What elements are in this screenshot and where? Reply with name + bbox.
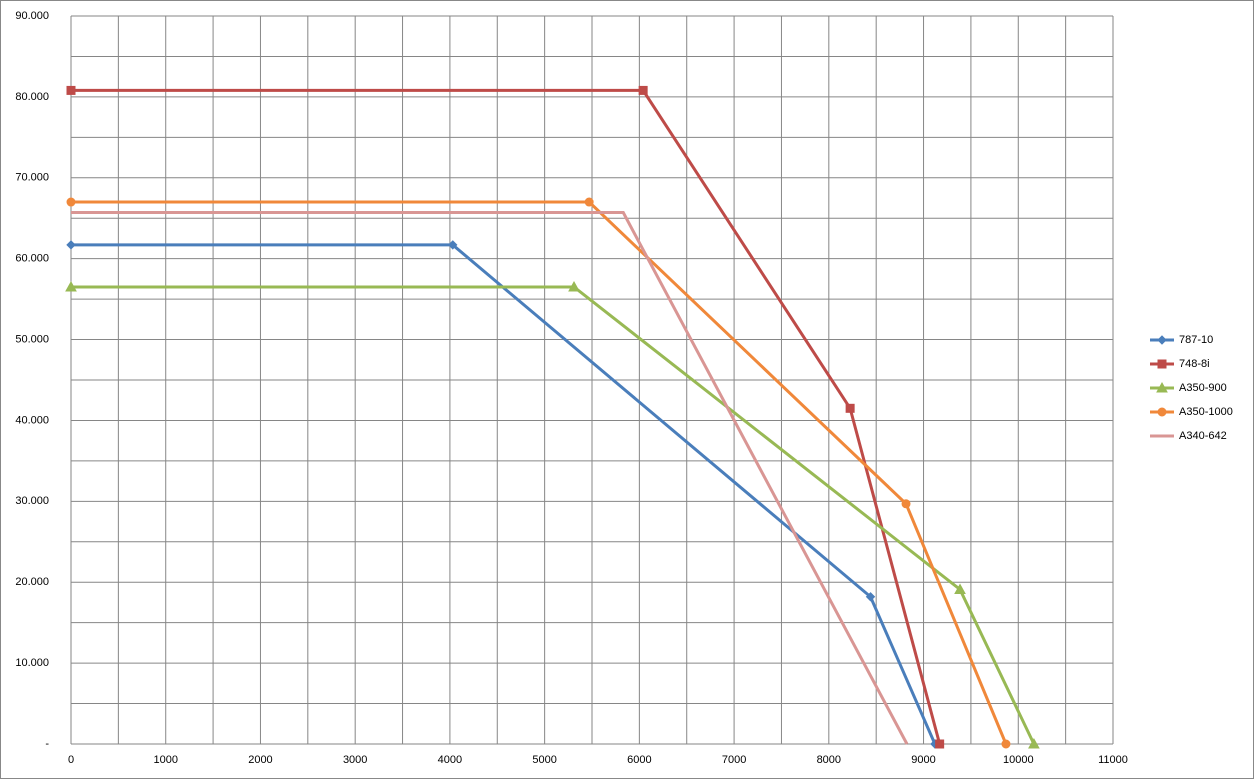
marker (448, 240, 458, 250)
marker (66, 240, 76, 250)
x-tick-label: 3000 (343, 754, 367, 766)
legend-label: A340-642 (1179, 430, 1227, 442)
series-line (71, 200, 1008, 745)
x-tick-label: 11000 (1098, 754, 1128, 766)
y-tick-label: 50.000 (15, 333, 49, 345)
x-tick-label: 5000 (532, 754, 556, 766)
x-tick-label: 1000 (153, 754, 177, 766)
x-tick-label: 0 (68, 754, 74, 766)
x-tick-label: 2000 (248, 754, 272, 766)
marker (65, 280, 77, 292)
legend-label: 787-10 (1179, 334, 1213, 346)
marker (584, 197, 594, 207)
marker (568, 280, 580, 292)
y-tick-label: 90.000 (15, 10, 49, 22)
legend-label: A350-1000 (1179, 406, 1233, 418)
y-tick-label: 30.000 (15, 495, 49, 507)
marker (935, 739, 945, 749)
y-tick-label: 20.000 (15, 576, 49, 588)
marker (1001, 739, 1011, 749)
legend-label: 748-8i (1179, 358, 1210, 370)
marker (66, 197, 76, 207)
marker (865, 592, 876, 602)
marker (1157, 359, 1167, 369)
x-tick-label: 6000 (627, 754, 651, 766)
series-line (71, 88, 942, 745)
marker (1157, 335, 1167, 345)
marker (1156, 381, 1168, 393)
x-tick-label: 7000 (722, 754, 746, 766)
series-line (71, 211, 909, 745)
legend-label: A350-900 (1179, 382, 1227, 394)
marker (638, 85, 648, 95)
y-tick-label: - (45, 738, 49, 750)
marker (845, 403, 855, 413)
marker (66, 85, 76, 95)
y-tick-label: 60.000 (15, 253, 49, 265)
y-tick-label: 80.000 (15, 91, 49, 103)
y-tick-label: 10.000 (15, 657, 49, 669)
y-tick-label: 70.000 (15, 172, 49, 184)
marker (954, 583, 966, 595)
series-line (71, 285, 1036, 745)
marker (901, 499, 911, 509)
x-tick-label: 10000 (1003, 754, 1034, 766)
x-tick-label: 9000 (911, 754, 935, 766)
x-tick-label: 4000 (438, 754, 462, 766)
y-tick-label: 40.000 (15, 414, 49, 426)
series-line (71, 243, 937, 745)
x-tick-label: 8000 (817, 754, 841, 766)
marker (1028, 737, 1040, 749)
marker (1157, 407, 1167, 417)
